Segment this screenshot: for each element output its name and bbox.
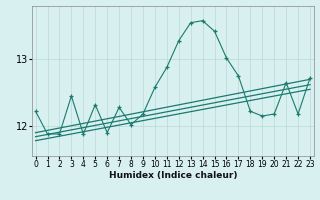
X-axis label: Humidex (Indice chaleur): Humidex (Indice chaleur)	[108, 171, 237, 180]
